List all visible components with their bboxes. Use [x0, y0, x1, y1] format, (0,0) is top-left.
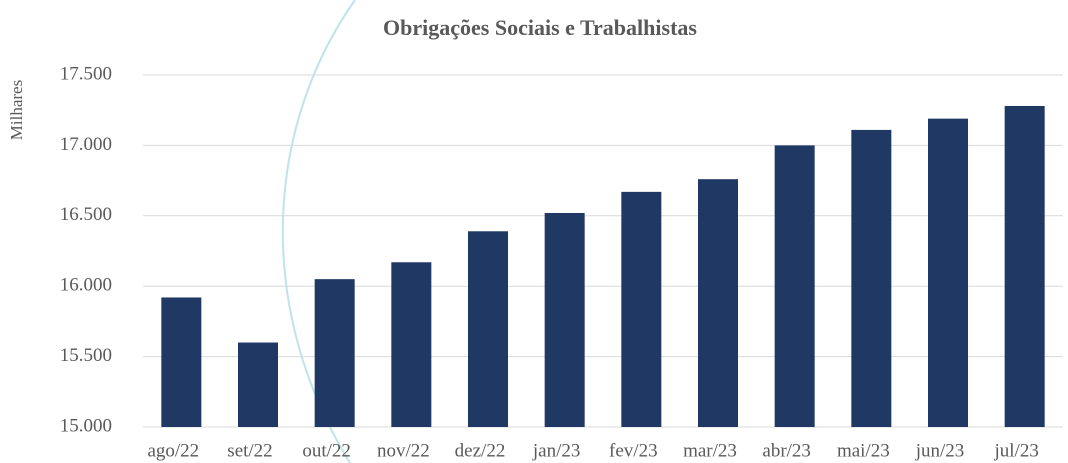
y-tick-label: 17.500 [60, 63, 112, 84]
y-axis-label: Milhares [7, 80, 26, 140]
bar [698, 179, 738, 427]
bar [621, 191, 662, 427]
x-tick-label: fev/23 [609, 440, 658, 461]
x-tick-label: abr/23 [762, 440, 811, 461]
x-tick-label: ago/22 [147, 440, 199, 461]
y-tick-label: 17.000 [60, 134, 112, 155]
x-tick-label: dez/22 [455, 440, 506, 461]
chart-title: Obrigações Sociais e Trabalhistas [383, 15, 697, 40]
y-tick-label: 16.500 [60, 204, 112, 225]
x-tick-label: jul/23 [993, 440, 1038, 461]
y-tick-label: 15.500 [60, 345, 112, 366]
bar [1004, 105, 1045, 427]
x-tick-label: out/22 [302, 440, 351, 461]
bar [314, 279, 355, 427]
bar [851, 129, 892, 428]
bar [238, 342, 278, 427]
x-tick-label: mar/23 [683, 440, 737, 461]
x-tick-label: jun/23 [915, 440, 965, 461]
bar [161, 297, 202, 427]
bar [774, 145, 815, 427]
x-tick-label: jan/23 [532, 440, 581, 461]
bar [468, 231, 508, 427]
x-tick-label: mai/23 [837, 440, 890, 461]
y-tick-label: 16.000 [60, 275, 112, 296]
x-tick-label: nov/22 [377, 440, 430, 461]
bar [544, 212, 585, 427]
bar [391, 262, 432, 427]
y-tick-label: 15.000 [60, 415, 112, 436]
x-tick-label: set/22 [227, 440, 272, 461]
bar [928, 118, 968, 427]
